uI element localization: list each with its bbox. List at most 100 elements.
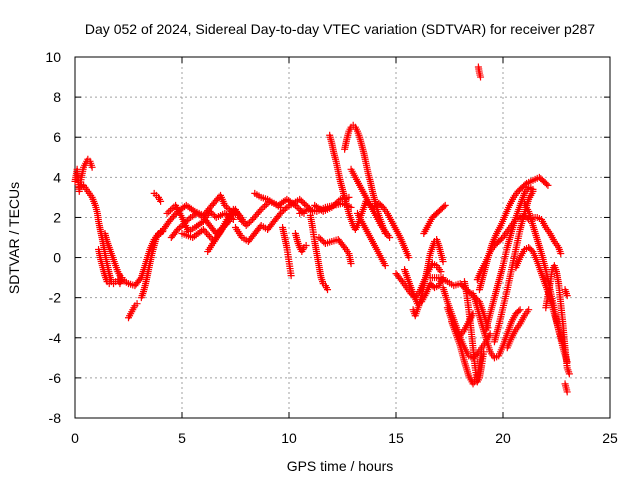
x-axis-label: GPS time / hours	[287, 458, 394, 474]
data-point-marker	[165, 208, 173, 216]
data-point-marker	[276, 203, 284, 211]
chart-title: Day 052 of 2024, Sidereal Day-to-day VTE…	[85, 21, 595, 37]
data-point-marker	[177, 222, 185, 230]
y-tick-label: 2	[53, 209, 61, 225]
data-point-marker	[293, 203, 301, 211]
data-point-marker	[209, 210, 217, 218]
data-point-marker	[516, 306, 524, 314]
data-point-marker	[299, 198, 307, 206]
y-tick-label: 4	[53, 169, 61, 185]
data-point-marker	[199, 225, 207, 233]
data-point-marker	[257, 205, 265, 213]
data-point-marker	[133, 300, 141, 308]
data-point-marker	[259, 204, 267, 212]
data-point-marker	[529, 187, 537, 195]
data-point-marker	[295, 205, 303, 213]
data-point-marker	[543, 180, 551, 188]
data-point-marker	[544, 181, 552, 189]
data-point-marker	[174, 225, 182, 233]
data-point-marker	[278, 208, 286, 216]
data-point-marker	[330, 202, 338, 210]
y-tick-label: 0	[53, 250, 61, 266]
data-point-marker	[339, 242, 347, 250]
data-point-marker	[182, 218, 190, 226]
data-point-marker	[381, 262, 389, 270]
data-point-marker	[525, 306, 533, 314]
data-point-marker	[318, 237, 326, 245]
data-point-marker	[207, 209, 215, 217]
y-tick-label: 6	[53, 129, 61, 145]
data-point-marker	[242, 221, 250, 229]
data-point-marker	[261, 202, 269, 210]
data-point-marker	[297, 197, 305, 205]
data-point-marker	[234, 210, 242, 218]
data-point-marker	[231, 207, 239, 215]
data-point-marker	[563, 292, 571, 300]
data-point-marker	[157, 197, 165, 205]
data-point-marker	[202, 229, 210, 237]
data-point-marker	[565, 370, 573, 378]
data-point-marker	[405, 254, 413, 262]
y-tick-label: -4	[49, 330, 62, 346]
data-point-marker	[437, 268, 445, 276]
data-point-marker	[189, 206, 197, 214]
y-tick-label: 10	[45, 49, 61, 65]
data-point-marker	[163, 209, 171, 217]
data-point-marker	[245, 218, 253, 226]
data-point-marker	[365, 200, 373, 208]
data-point-marker	[440, 203, 448, 211]
x-tick-label: 5	[178, 430, 186, 446]
data-point-marker	[477, 73, 485, 81]
data-point-marker	[179, 221, 187, 229]
data-point-marker	[563, 388, 571, 396]
data-point-marker	[347, 260, 355, 268]
data-point-marker	[136, 275, 144, 283]
data-point-marker	[386, 234, 394, 241]
data-point-marker	[515, 307, 523, 315]
data-point-marker	[206, 232, 214, 240]
data-point-marker	[183, 216, 191, 224]
data-point-marker	[302, 242, 310, 250]
data-point-marker	[441, 201, 449, 209]
data-point-marker	[333, 199, 341, 207]
data-point-marker	[276, 209, 284, 217]
x-tick-label: 25	[602, 430, 618, 446]
data-point-marker	[480, 348, 488, 356]
y-tick-label: -2	[49, 290, 62, 306]
y-tick-label: -6	[49, 370, 62, 386]
data-point-marker	[287, 272, 295, 280]
data-point-marker	[328, 203, 336, 211]
data-point-marker	[244, 220, 252, 228]
data-point-marker	[296, 195, 304, 203]
data-point-marker	[224, 204, 232, 212]
data-point-marker	[233, 208, 241, 216]
x-tick-label: 15	[388, 430, 404, 446]
data-point-marker	[557, 250, 565, 258]
plot-area-frame	[74, 56, 611, 419]
data-point-marker	[166, 206, 174, 214]
data-point-marker	[317, 235, 325, 243]
data-points	[71, 63, 573, 396]
data-point-marker	[221, 201, 229, 209]
y-tick-label: 8	[53, 89, 61, 105]
data-point-marker	[229, 205, 237, 213]
data-point-marker	[88, 163, 96, 171]
data-point-marker	[521, 181, 529, 189]
data-point-marker	[175, 224, 183, 232]
data-point-marker	[105, 280, 113, 288]
data-point-marker	[335, 197, 343, 205]
data-point-marker	[222, 203, 230, 211]
data-point-marker	[331, 200, 339, 208]
data-point-marker	[247, 217, 255, 225]
data-point-marker	[256, 207, 264, 215]
data-point-marker	[397, 276, 405, 284]
data-point-marker	[439, 258, 447, 266]
x-tick-label: 0	[71, 430, 79, 446]
axis-ticks: 0 5 10 15 20 25 -8 -6 -4 -2 0 2 4 6 8 10	[45, 49, 618, 446]
data-point-marker	[320, 238, 328, 246]
data-point-marker	[281, 205, 289, 213]
data-point-marker	[301, 200, 309, 208]
data-point-marker	[206, 207, 214, 215]
data-point-marker	[262, 201, 270, 209]
